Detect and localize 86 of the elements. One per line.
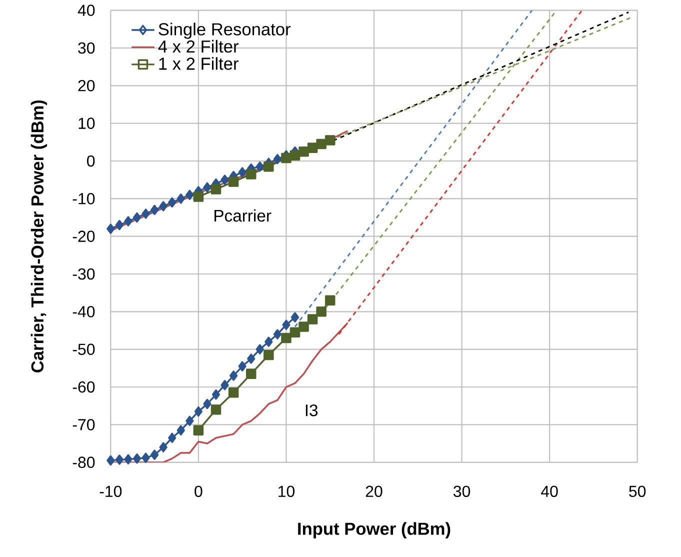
x-tick-label: -10 <box>100 486 122 498</box>
point <box>290 327 300 338</box>
point <box>212 389 220 400</box>
point <box>106 224 115 234</box>
point <box>220 174 229 185</box>
point <box>324 295 336 306</box>
y-tick-label: 20 <box>78 80 95 92</box>
y-tick-label: 30 <box>78 42 95 54</box>
point <box>203 182 212 192</box>
y-tick-label: -50 <box>72 344 95 355</box>
point <box>124 454 132 464</box>
y-tick-label: 40 <box>78 4 95 16</box>
point <box>246 169 256 180</box>
point <box>264 336 273 347</box>
annotation: I3 <box>306 404 318 416</box>
point <box>316 138 326 150</box>
point <box>281 332 292 344</box>
x-tick-label: 0 <box>194 486 202 498</box>
point <box>168 432 176 443</box>
y-tick-label: -80 <box>72 456 95 468</box>
point <box>290 150 300 160</box>
point <box>168 197 176 208</box>
y-tick-label: -70 <box>72 419 95 430</box>
point <box>210 184 222 194</box>
point <box>290 312 300 322</box>
y-tick-label: -40 <box>72 306 95 318</box>
point <box>186 416 194 426</box>
point <box>238 167 246 178</box>
point <box>150 450 159 460</box>
point <box>220 380 229 390</box>
point <box>273 154 282 164</box>
x-tick-label: 50 <box>629 486 646 498</box>
annotation: Pcarrier <box>214 209 272 222</box>
point <box>273 329 282 340</box>
y-tick-label: 10 <box>78 118 95 129</box>
point <box>256 344 264 354</box>
point <box>159 442 168 452</box>
point <box>316 306 326 317</box>
point <box>194 406 203 417</box>
point <box>193 425 204 436</box>
point <box>228 176 239 187</box>
y-tick-label: -20 <box>72 230 95 242</box>
y-tick-label: -60 <box>72 381 95 393</box>
point <box>256 162 264 172</box>
point <box>142 208 150 219</box>
point <box>106 455 115 466</box>
point <box>238 361 246 372</box>
point <box>159 201 168 212</box>
point <box>176 194 185 204</box>
point <box>203 398 212 410</box>
point <box>307 314 318 324</box>
y-tick-label: -10 <box>72 193 95 204</box>
point <box>228 388 239 398</box>
point <box>247 354 256 364</box>
legend-label: Single Resonator <box>158 22 291 39</box>
point <box>298 322 309 332</box>
point <box>264 350 274 360</box>
point <box>229 370 238 381</box>
point <box>124 216 132 226</box>
point <box>142 452 150 463</box>
y-axis-title: Carrier, Third-Order Power (dBm) <box>30 100 48 372</box>
x-tick-label: 20 <box>366 486 382 498</box>
point <box>132 212 142 223</box>
y-tick-label: 0 <box>87 155 95 167</box>
point <box>281 152 292 164</box>
point <box>210 404 222 415</box>
point <box>324 135 336 146</box>
x-tick-label: 40 <box>541 486 558 498</box>
point <box>115 220 124 230</box>
point <box>298 146 309 157</box>
point <box>176 425 185 436</box>
point <box>193 192 204 202</box>
x-axis-title: Input Power (dBm) <box>298 522 450 538</box>
point <box>186 190 194 200</box>
point <box>282 320 290 330</box>
point <box>132 453 142 464</box>
x-tick-label: 10 <box>278 486 294 498</box>
point <box>264 162 274 172</box>
legend-label: 1 x 2 Filter <box>159 57 238 70</box>
legend-label: 4 x 2 Filter <box>158 40 238 53</box>
point <box>246 368 256 379</box>
x-tick-label: 30 <box>453 486 470 498</box>
point <box>115 454 124 465</box>
point <box>150 204 159 216</box>
y-tick-label: -30 <box>72 268 95 280</box>
point <box>307 142 318 153</box>
